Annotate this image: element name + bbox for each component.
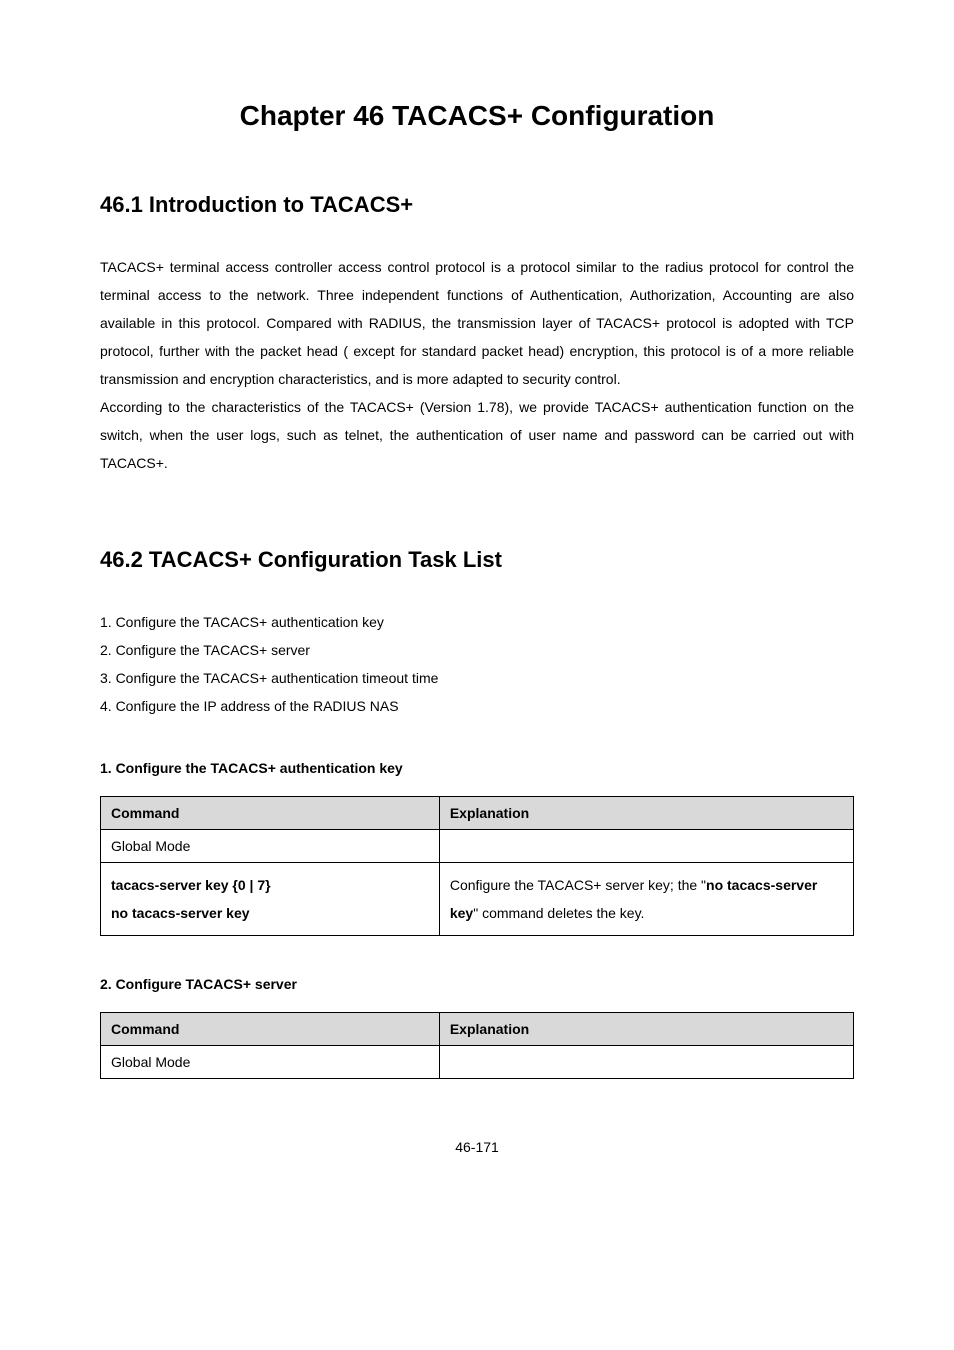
table-1: Command Explanation Global Mode tacacs-s… [100,796,854,936]
explanation-part-1: Configure the TACACS+ server key; the " [450,877,706,893]
table-row: tacacs-server key {0 | 7} no tacacs-serv… [101,863,854,936]
table-cell-command: tacacs-server key {0 | 7} no tacacs-serv… [101,863,440,936]
command-line-2: no tacacs-server key [111,899,429,927]
paragraph-2: According to the characteristics of the … [100,393,854,477]
table-cell-global-mode: Global Mode [101,830,440,863]
task-item-3: 3. Configure the TACACS+ authentication … [100,664,854,692]
table-row: Global Mode [101,1046,854,1079]
table-2: Command Explanation Global Mode [100,1012,854,1079]
table-cell-global-mode: Global Mode [101,1046,440,1079]
table-cell-empty [439,1046,853,1079]
table-header-explanation: Explanation [439,797,853,830]
subsection-2-title: 2. Configure TACACS+ server [100,976,854,992]
explanation-part-2: " command deletes the key. [473,905,644,921]
page-footer: 46-171 [100,1139,854,1155]
table-row: Command Explanation [101,797,854,830]
table-cell-empty [439,830,853,863]
table-row: Command Explanation [101,1013,854,1046]
task-item-2: 2. Configure the TACACS+ server [100,636,854,664]
table-row: Global Mode [101,830,854,863]
chapter-title: Chapter 46 TACACS+ Configuration [100,100,854,132]
task-item-1: 1. Configure the TACACS+ authentication … [100,608,854,636]
table-cell-explanation: Configure the TACACS+ server key; the "n… [439,863,853,936]
table-header-explanation: Explanation [439,1013,853,1046]
subsection-1-title: 1. Configure the TACACS+ authentication … [100,760,854,776]
section-2-title: 46.2 TACACS+ Configuration Task List [100,547,854,573]
task-list: 1. Configure the TACACS+ authentication … [100,608,854,720]
section-1-body: TACACS+ terminal access controller acces… [100,253,854,477]
paragraph-1: TACACS+ terminal access controller acces… [100,253,854,393]
table-header-command: Command [101,1013,440,1046]
table-header-command: Command [101,797,440,830]
task-item-4: 4. Configure the IP address of the RADIU… [100,692,854,720]
section-1-title: 46.1 Introduction to TACACS+ [100,192,854,218]
command-line-1: tacacs-server key {0 | 7} [111,871,429,899]
